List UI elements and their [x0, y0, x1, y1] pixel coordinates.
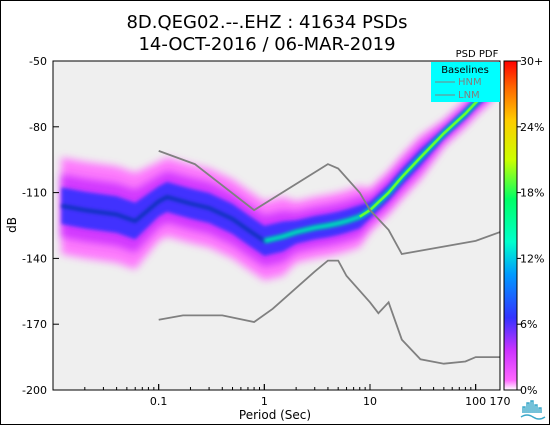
chart-title: 8D.QEG02.--.EHZ : 41634 PSDs [126, 12, 407, 33]
legend-lnm-label: LNM [458, 90, 480, 101]
legend: Baselines HNM LNM [431, 62, 500, 102]
baseline-lines [158, 150, 500, 365]
plot-frame [52, 60, 501, 391]
legend-hnm-label: HNM [458, 77, 482, 88]
colorbar-tick-label: 12% [520, 252, 544, 265]
colorbar-ticks: 0% 6% 12% 18% 24% 30+ [517, 55, 544, 397]
y-tick-label: -170 [22, 318, 47, 331]
y-tick-label: -110 [22, 187, 47, 200]
colorbar-tick-label: 30+ [520, 55, 543, 68]
legend-title: Baselines [441, 65, 489, 76]
x-tick-label: 0.1 [150, 395, 168, 408]
x-tick-label: 100 [465, 395, 486, 408]
colorbar-tick-label: 6% [520, 318, 537, 331]
x-tick-label: 1 [261, 395, 268, 408]
x-axis-label: Period (Sec) [239, 408, 311, 422]
iris-logo-icon [520, 400, 546, 420]
density-band-low [61, 61, 500, 281]
y-axis-label: dB [5, 217, 19, 233]
density-band-mid [61, 65, 500, 267]
x-tick-label: 170 [490, 395, 511, 408]
baseline-hnm [158, 150, 500, 255]
x-axis: 0.1 1 10 100 170 [52, 384, 511, 408]
colorbar-tick-label: 0% [520, 384, 537, 397]
colorbar-title: PSD PDF [456, 49, 499, 60]
y-tick-label: -80 [29, 121, 47, 134]
y-tick-label: -50 [29, 55, 47, 68]
colorbar-tick-label: 18% [520, 187, 544, 200]
y-axis: -50 -80 -110 -140 -170 -200 [22, 55, 59, 397]
baseline-lnm [158, 259, 500, 365]
chart-subtitle: 14-OCT-2016 / 06-MAR-2019 [138, 34, 395, 55]
colorbar [503, 60, 518, 391]
colorbar-tick-label: 24% [520, 121, 544, 134]
y-tick-label: -140 [22, 252, 47, 265]
x-tick-label: 10 [363, 395, 377, 408]
y-tick-label: -200 [22, 384, 47, 397]
density-band-high [61, 69, 500, 256]
